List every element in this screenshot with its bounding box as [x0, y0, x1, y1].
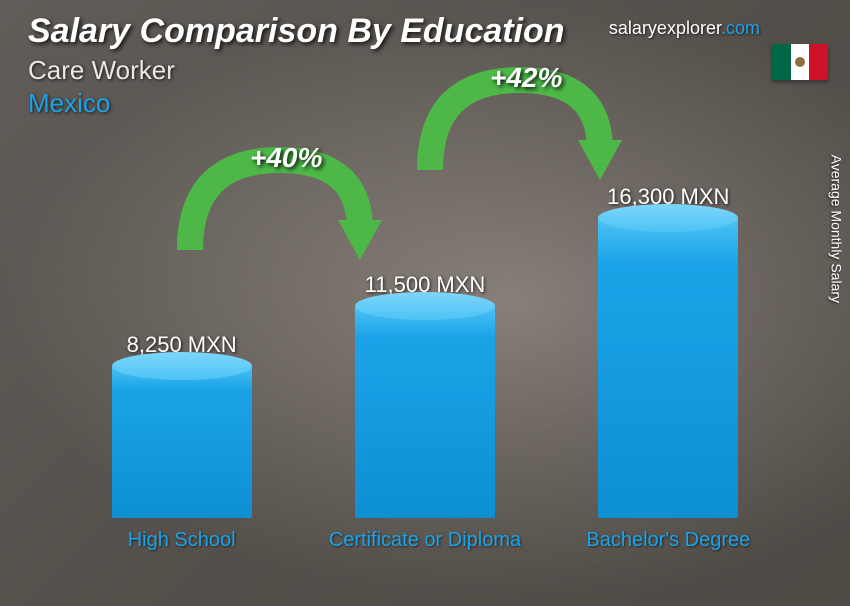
bar-2: [598, 218, 738, 518]
bar-1: [355, 306, 495, 518]
bar-label-2: Bachelor's Degree: [586, 528, 750, 576]
flag-stripe-green: [772, 44, 791, 80]
brand-label: salaryexplorer.com: [609, 18, 760, 39]
pct-label-1: +40%: [250, 142, 322, 174]
header-block: Salary Comparison By Education Care Work…: [28, 12, 565, 119]
brand-suffix: .com: [721, 18, 760, 38]
chart-title: Salary Comparison By Education: [28, 12, 565, 51]
brand-name: salaryexplorer: [609, 18, 721, 38]
bar-label-1: Certificate or Diploma: [329, 528, 521, 576]
chart-country: Mexico: [28, 88, 565, 119]
y-axis-label: Average Monthly Salary: [828, 155, 844, 303]
bar-group-2: 16,300 MXN Bachelor's Degree: [568, 184, 768, 576]
chart-subtitle: Care Worker: [28, 55, 565, 86]
bar-group-0: 8,250 MXN High School: [82, 332, 282, 576]
flag-emblem-icon: [795, 57, 805, 67]
bar-0: [112, 366, 252, 518]
increase-arrow-1: +40%: [160, 120, 400, 285]
flag-stripe-white: [791, 44, 810, 80]
flag-stripe-red: [809, 44, 828, 80]
mexico-flag-icon: [772, 44, 828, 80]
bar-group-1: 11,500 MXN Certificate or Diploma: [325, 272, 525, 576]
bar-label-0: High School: [128, 528, 236, 576]
